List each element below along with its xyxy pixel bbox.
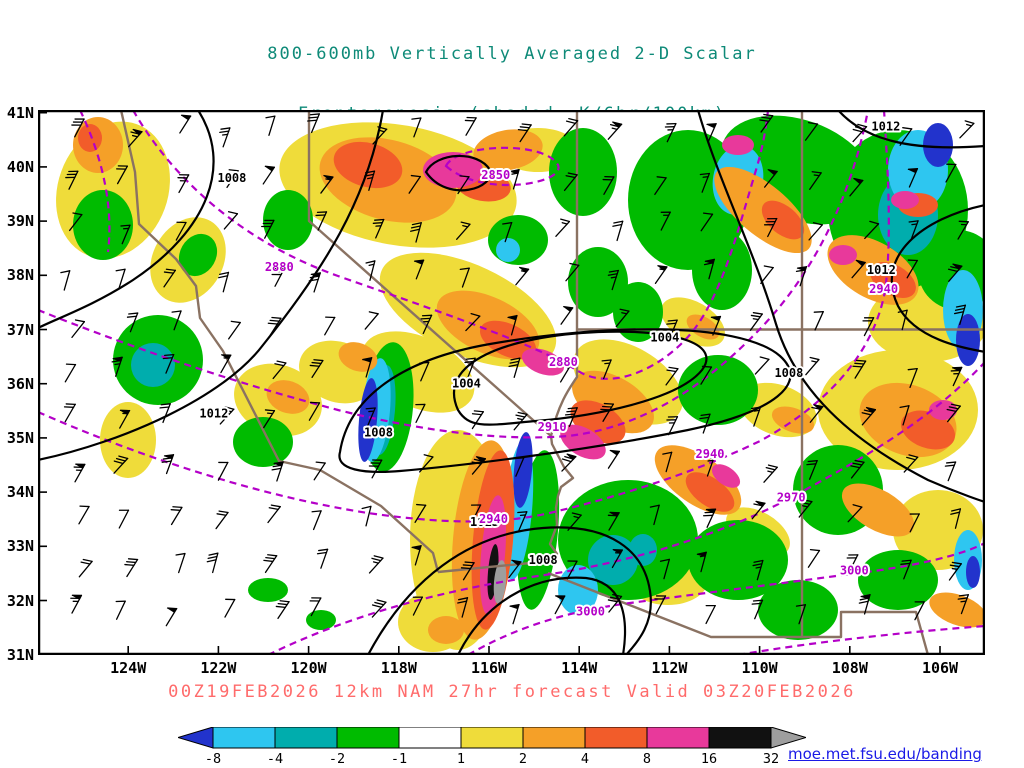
mslp-contour-label: 1008 [529,553,558,567]
site-link[interactable]: moe.met.fsu.edu/banding [788,745,982,763]
colorbar-left-arrow [178,727,214,749]
mslp-contour-label: 1008 [364,425,393,439]
mslp-contour-label: 1008 [217,171,246,185]
lat-axis-label: 40N [6,157,34,176]
mslp-contour-label: 1012 [199,407,228,421]
forecast-caption: 00Z19FEB2026 12km NAM 27hr forecast Vali… [168,682,856,702]
colorbar-segment [522,727,586,749]
frontogenesis-shading [56,115,984,652]
colorbar-segment [274,727,338,749]
lat-axis-label: 32N [6,591,34,610]
lon-axis-label: 120W [290,659,327,677]
lat-axis-label: 39N [6,212,34,231]
height-contour-label: 2850 [481,168,510,182]
height-contour-label: 2880 [265,260,294,274]
height-contour-label: 2970 [777,491,806,505]
height-contours [39,111,984,654]
height-contour-label: 2940 [869,282,898,296]
map-frame [37,109,986,656]
colorbar-tick-label: -8 [204,751,222,767]
colorbar-tick-label: 16 [700,751,718,767]
lon-axis-label: 106W [921,659,959,677]
mslp-contour-label: 1004 [650,331,679,345]
colorbar-segment [584,727,648,749]
lat-axis-label: 37N [6,320,34,339]
height-contour-label: 3000 [576,604,605,618]
mslp-contour-label: 1012 [867,263,896,277]
colorbar-tick-label: -1 [390,751,408,767]
mslp-contour-label: 1008 [774,366,803,380]
colorbar-tick-label: -2 [328,751,346,767]
height-contour-label: 2940 [479,512,508,526]
wind-barbs [60,113,975,627]
lon-axis-label: 108W [831,659,868,677]
lon-axis-label: 116W [470,659,508,677]
colorbar-tick-label: 32 [762,751,780,767]
title-line-1: 800-600mb Vertically Averaged 2-D Scalar [267,44,757,64]
height-contour-label: 3000 [840,564,869,578]
lat-axis-label: 38N [6,266,34,285]
california-coastline [120,111,440,573]
lat-axis-label: 34N [6,483,34,502]
colorbar-right-arrow [770,727,806,749]
colorbar-tick-label: 1 [456,751,466,767]
weather-map: 1008 1012 1004 1004 1008 1008 1012 1012 1013 1008… [37,109,986,656]
height-contour-label: 2880 [549,355,578,369]
colorbar-tick-label: 4 [580,751,590,767]
colorbar-segment [336,727,400,749]
lat-axis-label: 41N [6,103,34,122]
lon-axis-label: 118W [380,659,417,677]
mslp-contours [39,111,984,654]
colorbar-segment [212,727,276,749]
colorbar-segment [646,727,710,749]
contour-labels: 1008 1012 1004 1004 1008 1008 1012 1012 1013 1008… [197,117,902,620]
lon-axis-label: 110W [741,659,778,677]
mslp-contour-label: 1004 [452,377,481,391]
height-contour-label: 2940 [696,447,725,461]
map-area: 1008 1012 1004 1004 1008 1008 1012 1012 1013 1008… [37,109,986,656]
lat-axis-label: 36N [6,374,34,393]
height-contour-label: 2910 [538,420,567,434]
lat-axis-label: 33N [6,537,34,556]
lat-axis-label: 35N [6,428,34,447]
colorbar-tick-label: -4 [266,751,284,767]
mexico-border [437,559,929,654]
lon-axis-label: 124W [110,659,147,677]
lon-axis-label: 122W [200,659,237,677]
lon-axis-label: 114W [561,659,598,677]
colorbar-segment [460,727,524,749]
colorbar-tick-label: 2 [518,751,528,767]
mslp-contour-label: 1013 [470,515,499,529]
lon-axis-label: 112W [651,659,688,677]
colorbar [178,727,806,749]
nevada-utah-border [549,111,579,437]
mslp-contour-label: 1012 [871,119,900,133]
colorbar-tick-label: 8 [642,751,652,767]
colorbar-segment [398,727,462,749]
colorbar-segment [708,727,772,749]
lat-axis-label: 31N [6,645,34,664]
